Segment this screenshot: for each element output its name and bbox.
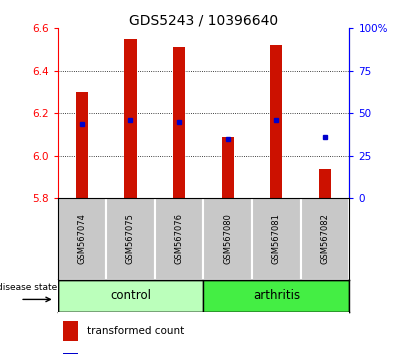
Text: arthritis: arthritis	[253, 289, 300, 302]
Text: disease state: disease state	[0, 283, 58, 292]
Bar	[222, 137, 234, 198]
Bar	[63, 321, 78, 341]
Text: GSM567081: GSM567081	[272, 213, 281, 264]
FancyBboxPatch shape	[58, 198, 106, 280]
Text: GSM567074: GSM567074	[77, 213, 86, 264]
Text: GSM567080: GSM567080	[223, 213, 232, 264]
Text: GSM567082: GSM567082	[321, 213, 330, 264]
Bar	[63, 353, 78, 354]
Bar	[125, 39, 136, 198]
FancyBboxPatch shape	[203, 198, 252, 280]
Bar	[319, 169, 331, 198]
Bar	[270, 45, 282, 198]
FancyBboxPatch shape	[301, 198, 349, 280]
Text: GSM567075: GSM567075	[126, 213, 135, 264]
Bar	[173, 47, 185, 198]
Bar	[76, 92, 88, 198]
Title: GDS5243 / 10396640: GDS5243 / 10396640	[129, 13, 278, 27]
Text: GSM567076: GSM567076	[175, 213, 184, 264]
Text: transformed count: transformed count	[87, 326, 184, 336]
FancyBboxPatch shape	[106, 198, 155, 280]
FancyBboxPatch shape	[252, 198, 301, 280]
Bar	[58, 280, 203, 312]
Text: control: control	[110, 289, 151, 302]
Bar	[203, 280, 349, 312]
FancyBboxPatch shape	[155, 198, 203, 280]
